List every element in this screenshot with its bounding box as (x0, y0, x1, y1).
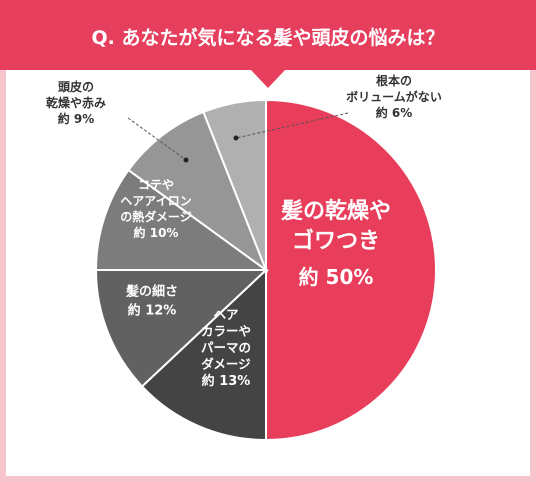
slice-value-label: 約 10% (134, 225, 179, 240)
slice-label-line: ダメージ (201, 357, 251, 372)
slice-value-label: 約 6% (376, 105, 413, 120)
slice-value-label: 約 9% (58, 111, 95, 126)
slice-label-line: の熱ダメージ (120, 209, 191, 224)
pie-slice-heat-damage (94, 168, 270, 271)
slice-value-label: 約 13% (202, 373, 251, 389)
slice-label-line: ヘアアイロン (120, 194, 191, 208)
chart-title: Q. あなたが気になる髪や頭皮の悩みは？ (92, 26, 445, 49)
slice-value-label: 約 12% (128, 303, 177, 319)
pie-slice-fine-hair (94, 269, 269, 388)
leader-lines (127, 112, 349, 163)
pie-slices (94, 98, 437, 442)
slice-label-line: カラーや (201, 324, 251, 339)
slice-label-line: 乾燥や赤み (46, 95, 106, 110)
pie-slice-dryness (265, 98, 437, 442)
slice-label-line: パーマの (201, 340, 251, 355)
leader-line-root-volume (235, 112, 349, 139)
slice-label-line: ゴワつき (292, 228, 380, 254)
slice-value-label: 約 50% (299, 265, 374, 289)
leader-dot-scalp-dryness (183, 157, 189, 163)
slice-label-line: コテや (138, 178, 174, 192)
header-band (0, 0, 536, 70)
pie-slice-scalp-dryness (127, 110, 269, 273)
slice-label-line: 根本の (376, 73, 412, 88)
pie-slice-root-volume (202, 98, 267, 271)
slice-label-line: 頭皮の (58, 79, 94, 94)
header-pointer (251, 70, 285, 88)
slice-label-line: 髪の乾燥や (280, 198, 391, 224)
slice-label-line: ヘア (213, 307, 238, 322)
pie-slice-color-damage (140, 267, 267, 442)
leader-dot-root-volume (233, 135, 239, 141)
slice-label-line: 髪の細さ (125, 284, 178, 300)
slice-label-line: ボリュームがない (346, 89, 442, 104)
leader-line-scalp-dryness (127, 117, 187, 161)
